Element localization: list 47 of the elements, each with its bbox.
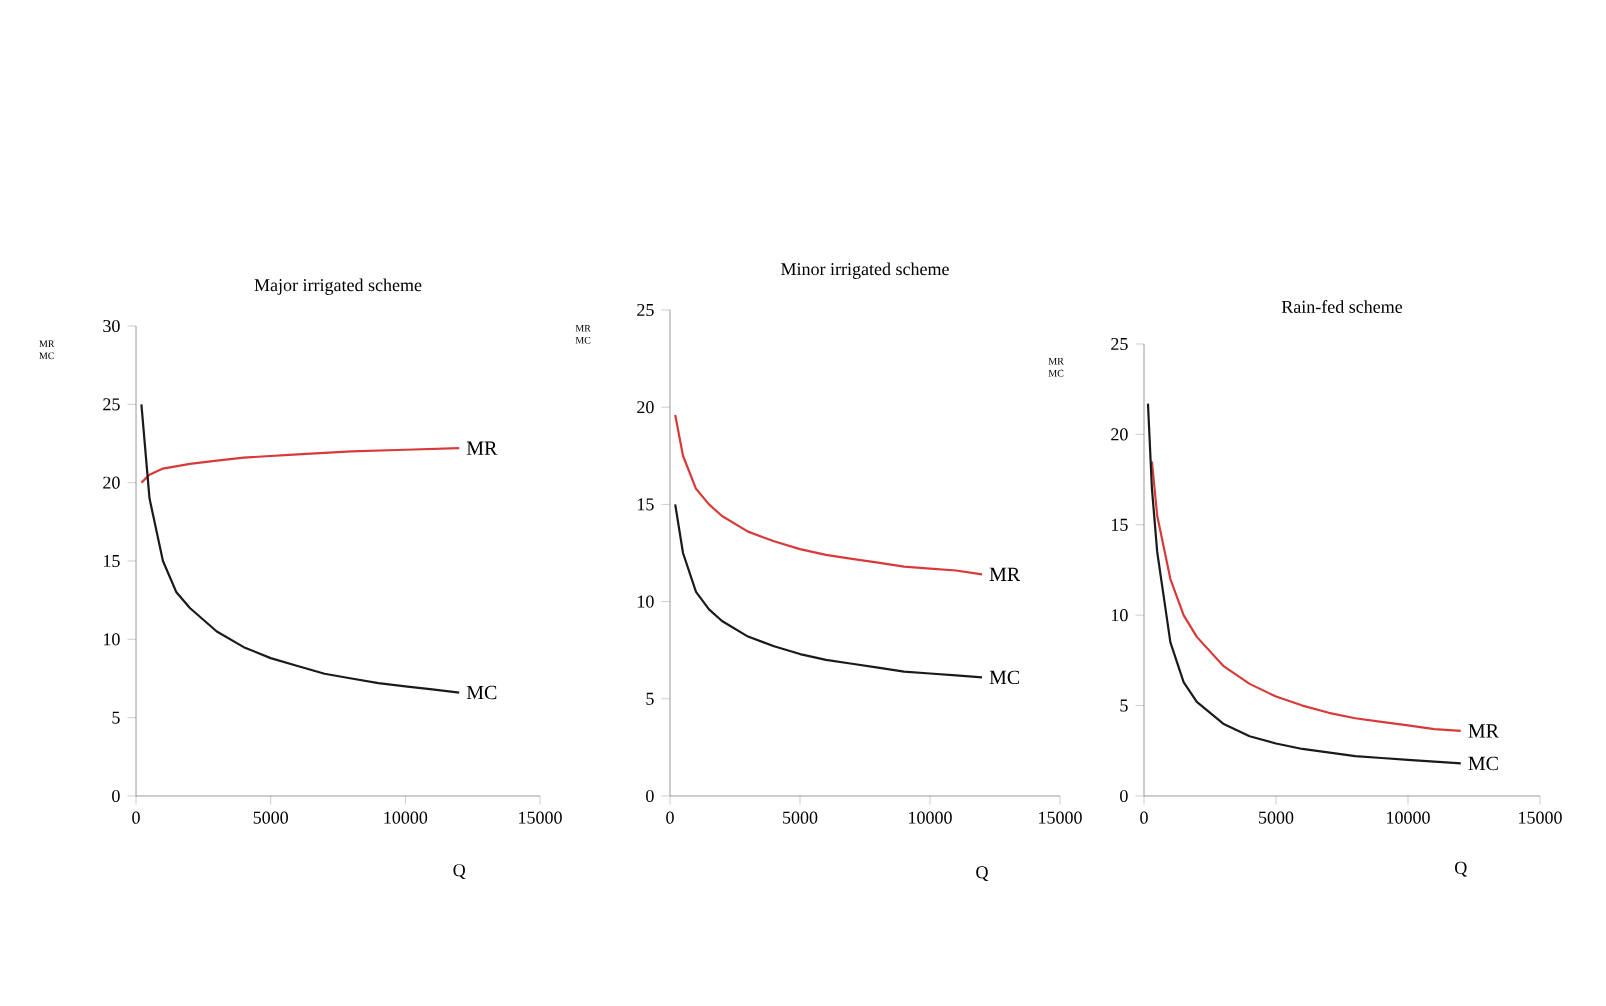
x-tick-label: 15000 <box>1519 811 1562 824</box>
x-axis-title: Q <box>976 866 989 882</box>
chart-title: Major irrigated scheme <box>254 278 422 295</box>
x-tick-label: 10000 <box>384 811 428 824</box>
y-tick-label: 20 <box>637 401 654 414</box>
y-tick-label: 25 <box>637 303 654 317</box>
x-tick-label: 0 <box>132 811 140 824</box>
y-tick-label: 25 <box>1111 337 1128 351</box>
series-label: MC <box>1468 756 1498 771</box>
chart-title: Minor irrigated scheme <box>781 262 949 279</box>
series-label: MC <box>989 670 1020 685</box>
y-tick-label: 25 <box>103 398 120 411</box>
y-tick-label: 10 <box>637 595 654 608</box>
x-tick-label: 15000 <box>519 811 562 824</box>
x-axis-title: Q <box>1455 861 1467 877</box>
x-tick-label: 10000 <box>1387 811 1430 824</box>
x-tick-label: 15000 <box>1039 811 1082 824</box>
y-tick-label: 5 <box>646 692 654 705</box>
series-label: MC <box>466 685 497 700</box>
line-series <box>674 503 984 679</box>
y-tick-label: 0 <box>112 789 120 803</box>
x-axis-title: Q <box>453 864 466 879</box>
chart-title: Rain-fed scheme <box>1281 300 1403 313</box>
y-tick-label: 10 <box>103 633 120 646</box>
y-tick-label: 15 <box>1111 518 1128 531</box>
x-tick-label: 10000 <box>909 811 952 824</box>
series-label: MR <box>989 567 1021 581</box>
y-tick-label: 0 <box>1120 789 1128 803</box>
line-series <box>674 413 984 576</box>
line-series <box>1150 460 1462 732</box>
series-label: MR <box>466 441 498 455</box>
x-tick-label: 5000 <box>1259 811 1294 824</box>
x-tick-label: 0 <box>1140 811 1148 824</box>
x-tick-label: 0 <box>666 811 674 824</box>
y-tick-label: 10 <box>1111 609 1128 622</box>
y-tick-label: 30 <box>103 319 120 333</box>
y-tick-label: 20 <box>1111 428 1128 441</box>
x-tick-label: 5000 <box>783 811 818 824</box>
y-tick-label: 20 <box>103 476 120 489</box>
x-tick-label: 5000 <box>253 811 288 824</box>
y-tick-label: 5 <box>1120 699 1128 712</box>
y-tick-label: 0 <box>646 789 654 803</box>
y-tick-label: 15 <box>637 498 654 511</box>
series-label: MR <box>1468 724 1499 738</box>
y-tick-label: 15 <box>103 554 120 568</box>
line-series <box>140 403 461 694</box>
y-tick-label: 5 <box>112 711 120 724</box>
